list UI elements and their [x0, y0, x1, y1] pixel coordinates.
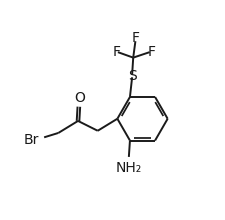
- Text: F: F: [112, 45, 120, 59]
- Text: NH₂: NH₂: [115, 161, 141, 175]
- Text: Br: Br: [24, 132, 39, 147]
- Text: F: F: [131, 31, 139, 45]
- Text: F: F: [147, 45, 155, 59]
- Text: S: S: [128, 70, 137, 83]
- Text: O: O: [74, 92, 85, 105]
